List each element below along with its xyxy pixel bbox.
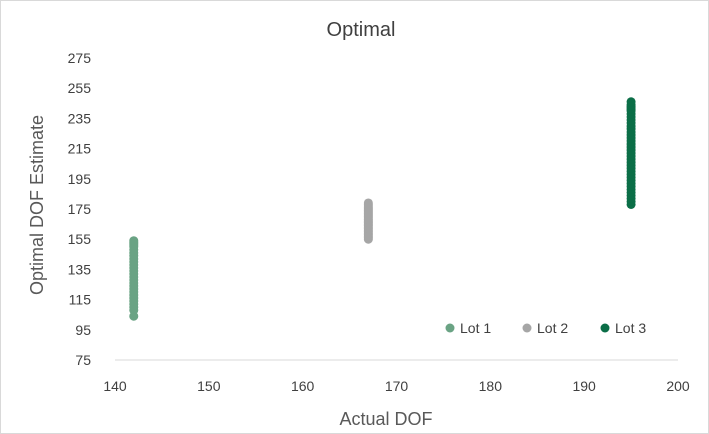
y-tick-label: 155 <box>68 231 92 247</box>
y-tick-label: 195 <box>68 171 92 187</box>
series-lot-2 <box>363 198 373 244</box>
y-tick-label: 175 <box>68 201 92 217</box>
y-tick-label: 235 <box>68 110 92 126</box>
legend-marker <box>522 323 532 333</box>
legend-label: Lot 1 <box>460 320 491 336</box>
y-axis-title: Optimal DOF Estimate <box>27 115 47 295</box>
y-tick-label: 75 <box>75 352 91 368</box>
x-tick-label: 160 <box>291 378 315 394</box>
x-tick-label: 150 <box>197 378 221 394</box>
series-lot-3 <box>626 97 636 209</box>
legend-label: Lot 2 <box>537 320 568 336</box>
x-axis-ticks: 140 150 160 170 180 190 200 <box>103 378 690 394</box>
data-point <box>626 97 636 107</box>
legend-label: Lot 3 <box>615 320 646 336</box>
legend-marker <box>445 323 455 333</box>
y-tick-label: 215 <box>68 141 92 157</box>
x-tick-label: 180 <box>479 378 503 394</box>
legend: Lot 1 Lot 2 Lot 3 <box>445 320 646 336</box>
series-layer <box>129 97 636 321</box>
x-tick-label: 200 <box>666 378 690 394</box>
legend-marker <box>600 323 610 333</box>
x-tick-label: 140 <box>103 378 127 394</box>
y-tick-label: 115 <box>69 292 92 308</box>
x-axis-title: Actual DOF <box>339 409 432 429</box>
y-axis-ticks: 75 95 115 135 155 175 195 215 235 255 275 <box>68 50 92 368</box>
x-tick-label: 170 <box>385 378 409 394</box>
y-tick-label: 275 <box>68 50 92 66</box>
x-tick-label: 190 <box>572 378 596 394</box>
y-tick-label: 135 <box>68 261 92 277</box>
y-tick-label: 95 <box>75 322 91 338</box>
chart-title: Optimal <box>327 19 396 41</box>
series-lot-1 <box>129 236 139 321</box>
data-point <box>129 236 139 246</box>
data-point <box>363 198 373 208</box>
y-tick-label: 255 <box>68 80 92 96</box>
